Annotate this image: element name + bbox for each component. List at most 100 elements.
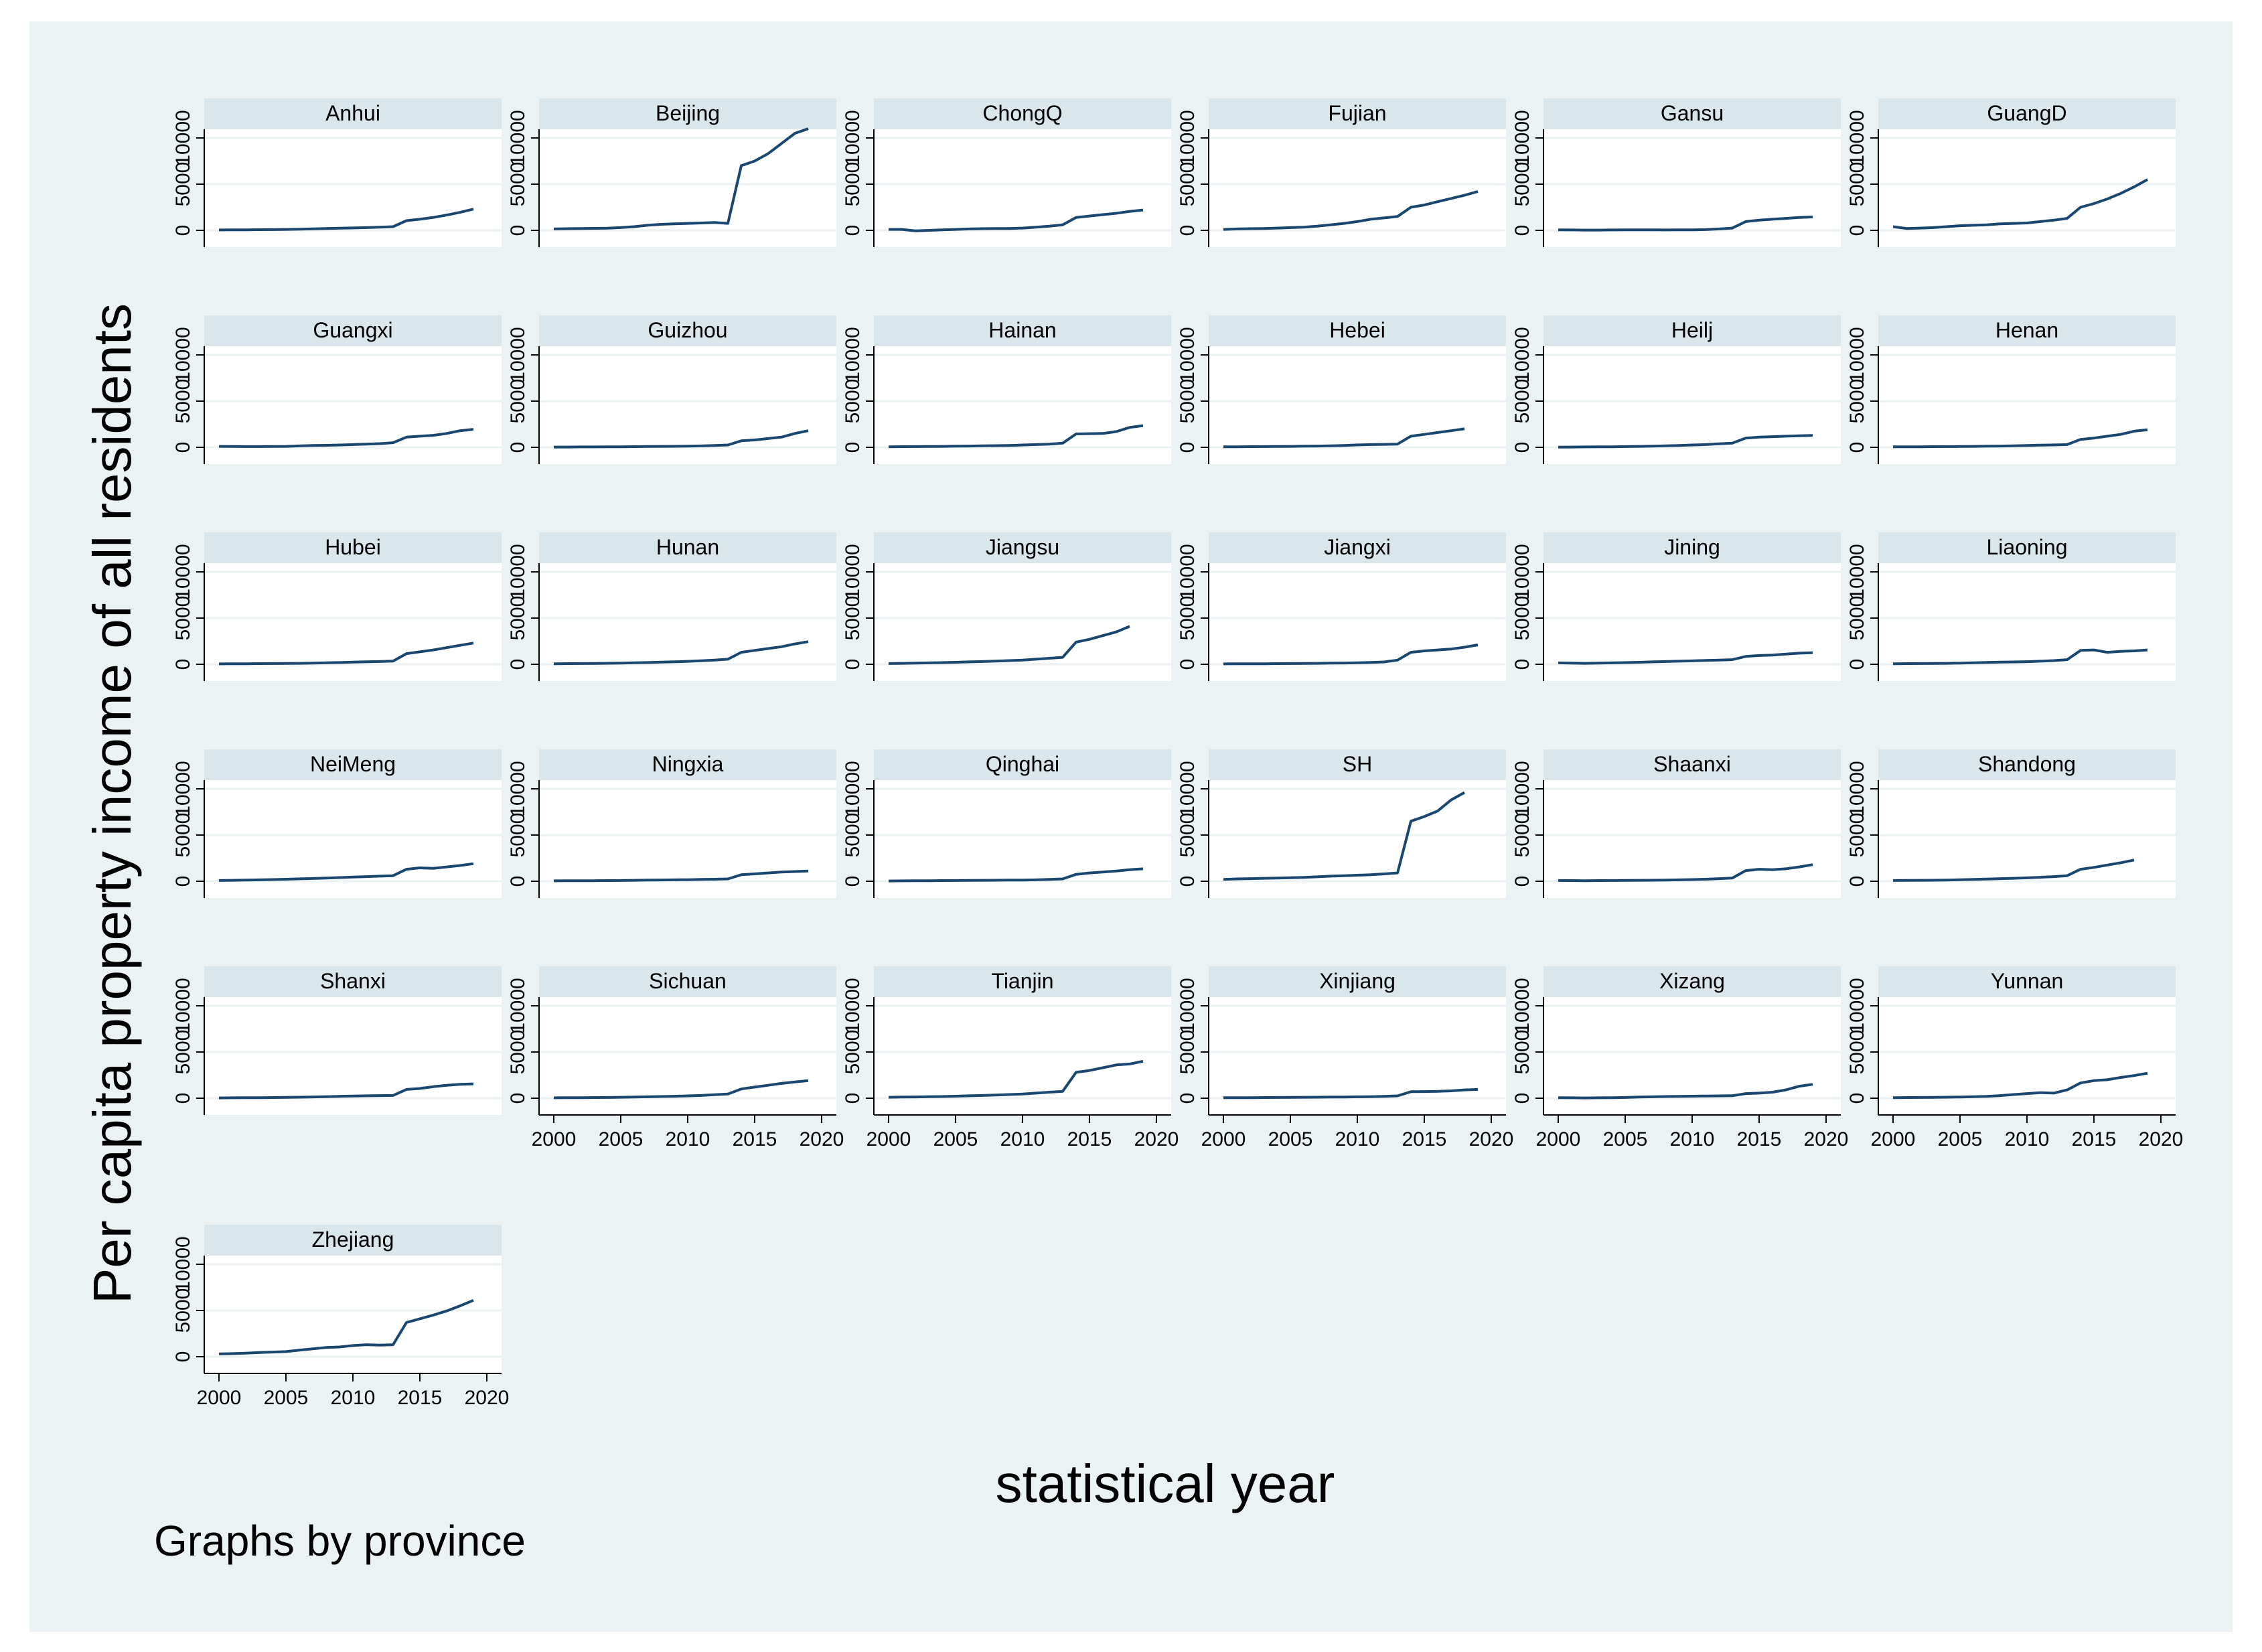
panel-title: Hunan: [656, 535, 719, 559]
y-tick-label: 10000: [507, 110, 529, 165]
y-tick-label: 0: [172, 1351, 194, 1363]
plot-area: [539, 346, 836, 464]
x-tick-label: 2020: [1134, 1128, 1179, 1150]
y-tick-label: 5000: [1177, 379, 1199, 424]
y-tick-label: 10000: [1511, 761, 1533, 816]
y-tick-label: 5000: [842, 162, 864, 207]
series-line-chongq: [889, 208, 1144, 232]
series-line-jining: [1558, 651, 1813, 665]
panel-strip: [1543, 315, 1841, 346]
y-tick-label: 5000: [1511, 813, 1533, 858]
y-tick-label: 0: [1511, 442, 1533, 453]
panel-title: Heilj: [1671, 318, 1713, 342]
plot-area: [1543, 129, 1841, 247]
series-line-gansu: [1558, 216, 1813, 232]
y-tick-label: 5000: [172, 1288, 194, 1333]
y-tick-label: 0: [1177, 1093, 1199, 1104]
series-line-neimeng: [218, 862, 474, 882]
x-tick-label: 2010: [1335, 1128, 1380, 1150]
y-tick-label: 10000: [842, 978, 864, 1033]
y-tick-label: 10000: [507, 761, 529, 816]
panel-strip: [1543, 749, 1841, 780]
panel-strip: [1878, 315, 2176, 346]
panel-title: Fujian: [1328, 101, 1386, 125]
panel-strip: [204, 98, 502, 129]
y-tick-label: 5000: [1846, 379, 1868, 424]
x-tick-label: 2020: [800, 1128, 844, 1150]
y-tick-label: 10000: [842, 327, 864, 382]
panel-strip: [539, 315, 836, 346]
panel-strip: [1543, 966, 1841, 997]
x-tick-label: 2020: [465, 1387, 510, 1409]
y-tick-label: 0: [172, 442, 194, 453]
panel-title: Shanxi: [320, 969, 386, 993]
x-tick-label: 2000: [1536, 1128, 1581, 1150]
x-tick-label: 2010: [331, 1387, 376, 1409]
series-line-hunan: [553, 640, 809, 666]
panel-strip: [1878, 966, 2176, 997]
x-tick-label: 2020: [2139, 1128, 2184, 1150]
x-tick-label: 2015: [1402, 1128, 1447, 1150]
series-line-qinghai: [888, 867, 1144, 883]
series-line-zhejiang: [218, 1298, 474, 1355]
series-line-liaoning: [1892, 648, 2148, 666]
series-line-shandong: [1892, 858, 2135, 882]
plot-area: [1878, 997, 2176, 1115]
x-tick-label: 2000: [1201, 1128, 1246, 1150]
panel-strip: [539, 98, 836, 129]
series-line-yunnan: [1892, 1071, 2148, 1100]
plot-area: [1209, 563, 1506, 681]
y-tick-label: 0: [172, 225, 194, 236]
x-tick-label: 2010: [1000, 1128, 1045, 1150]
y-tick-label: 5000: [1846, 596, 1868, 641]
panel-strip: [874, 749, 1171, 780]
panel-title: Shandong: [1978, 752, 2076, 776]
panel-title: Tianjin: [991, 969, 1053, 993]
series-line-sh: [1223, 791, 1465, 881]
y-tick-label: 0: [1177, 876, 1199, 887]
panel-title: NeiMeng: [310, 752, 396, 776]
y-tick-label: 5000: [1177, 1030, 1199, 1075]
plot-area: [1209, 997, 1506, 1115]
panel-title: SH: [1343, 752, 1372, 776]
x-axis-title: statistical year: [996, 1454, 1335, 1513]
y-tick-label: 5000: [842, 379, 864, 424]
panel-title: Hubei: [325, 535, 381, 559]
series-line-hebei: [1223, 427, 1465, 449]
y-tick-label: 0: [172, 659, 194, 670]
y-tick-label: 5000: [1511, 596, 1533, 641]
y-tick-label: 10000: [1846, 978, 1868, 1033]
y-tick-label: 0: [842, 876, 864, 887]
y-tick-label: 10000: [1177, 110, 1199, 165]
y-tick-label: 5000: [1846, 162, 1868, 207]
y-tick-label: 10000: [172, 1236, 194, 1292]
y-tick-label: 0: [507, 659, 529, 670]
x-tick-label: 2020: [1804, 1128, 1849, 1150]
panel-title: Guizhou: [648, 318, 727, 342]
panel-strip: [1209, 98, 1506, 129]
panel-title: Yunnan: [1991, 969, 2064, 993]
y-tick-label: 5000: [172, 379, 194, 424]
panel-strip: [1543, 98, 1841, 129]
panel-title: Hebei: [1329, 318, 1385, 342]
y-tick-label: 10000: [842, 544, 864, 599]
y-tick-label: 5000: [842, 813, 864, 858]
series-line-guangd: [1892, 178, 2148, 230]
y-tick-label: 5000: [1177, 596, 1199, 641]
series-line-anhui: [218, 208, 474, 232]
y-tick-label: 10000: [842, 110, 864, 165]
